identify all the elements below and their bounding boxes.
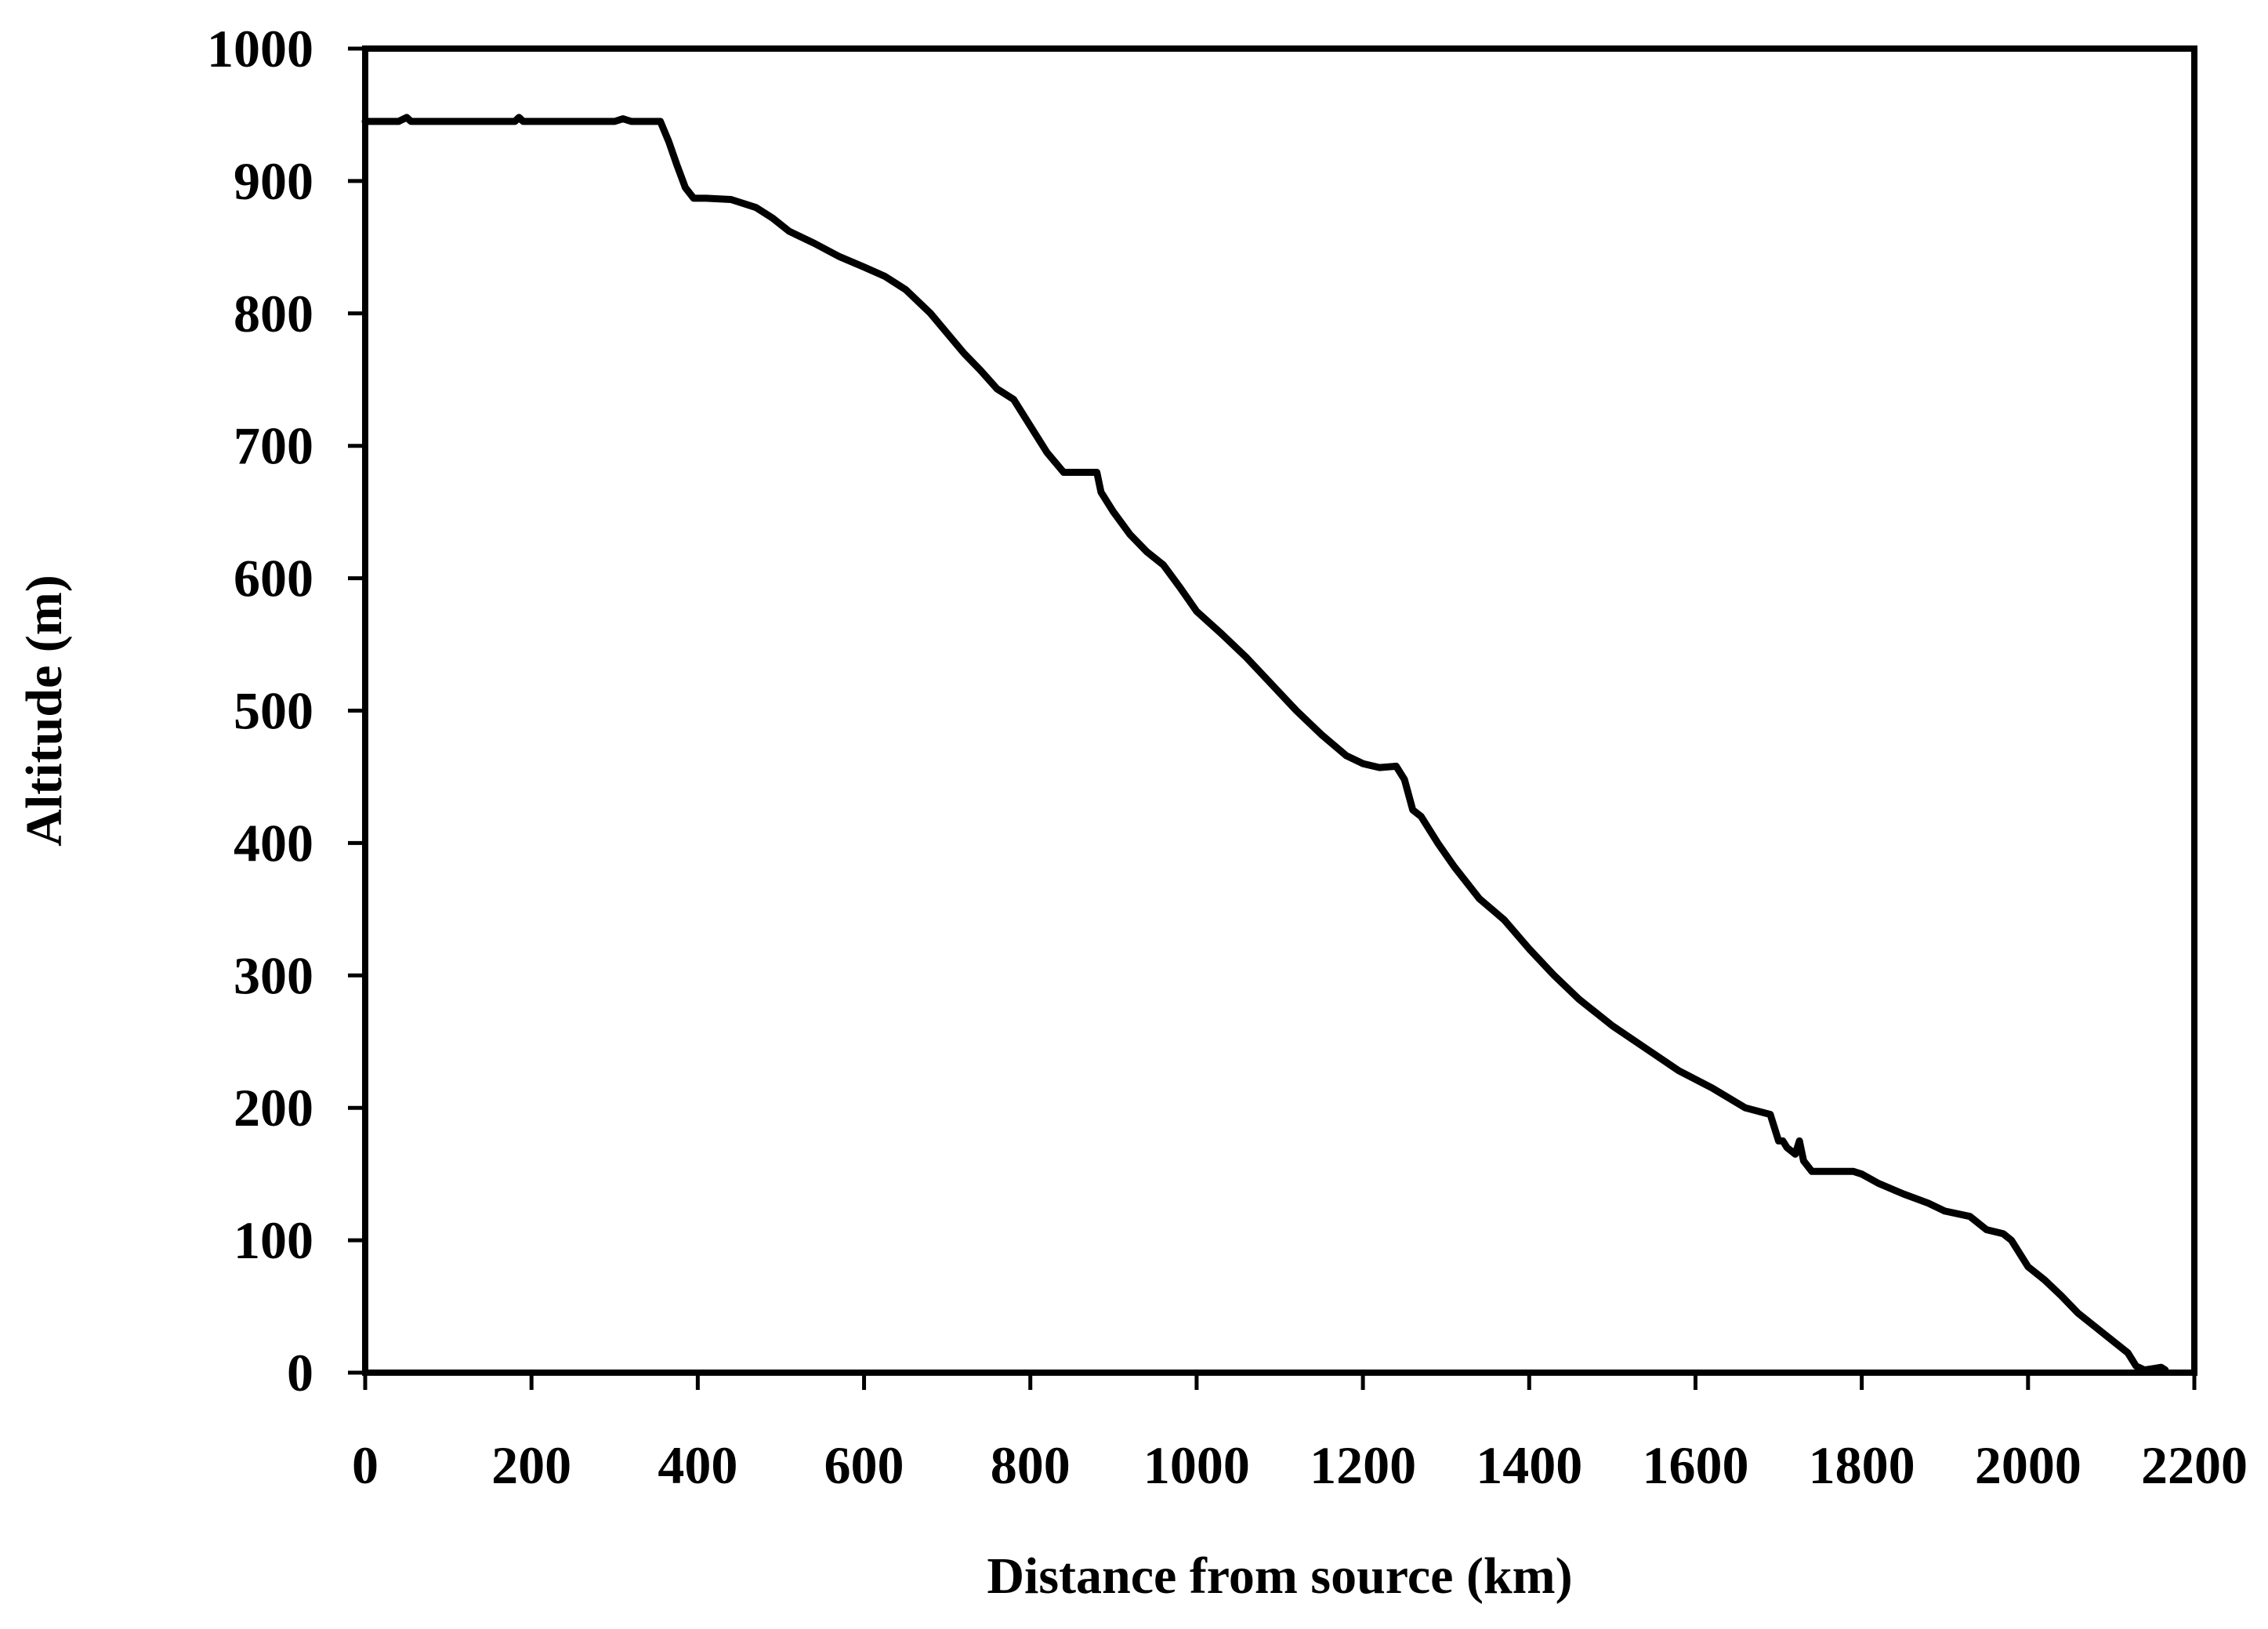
series-layer: [361, 114, 2169, 1374]
y-tick-label: 600: [234, 549, 313, 608]
plot-frame: [362, 45, 2197, 1376]
x-tick-label: 1200: [1310, 1435, 1416, 1495]
x-tick-label: 1400: [1476, 1435, 1582, 1495]
x-tick-label: 400: [658, 1435, 737, 1495]
y-tick-label: 700: [234, 416, 313, 476]
x-tick-label: 600: [824, 1435, 904, 1495]
x-tick-label: 2200: [2141, 1435, 2248, 1495]
x-tick-label: 1600: [1642, 1435, 1748, 1495]
y-tick-label: 800: [234, 284, 313, 343]
y-tick-label: 500: [234, 681, 313, 741]
y-tick-label: 1000: [207, 19, 313, 78]
y-tick-label: 900: [234, 151, 313, 211]
y-tick-label: 400: [234, 813, 313, 873]
axis-ticks-layer: [348, 46, 2197, 1390]
x-tick-label: 2000: [1975, 1435, 2081, 1495]
x-tick-label: 200: [491, 1435, 571, 1495]
y-tick-label: 300: [234, 945, 313, 1005]
x-tick-label: 800: [991, 1435, 1071, 1495]
x-tick-label: 1800: [1809, 1435, 1915, 1495]
y-tick-label: 100: [234, 1210, 313, 1270]
x-axis-title: Distance from source (km): [987, 1547, 1572, 1605]
x-tick-label: 1000: [1143, 1435, 1250, 1495]
tick-labels-layer: 0 200 400 600 800 1000 1200 1400 1600 1800 2000 220…: [207, 19, 2248, 1495]
altitude-series-line: [361, 114, 2169, 1374]
y-tick-label: 200: [234, 1078, 313, 1137]
y-axis-title: Altitude (m): [16, 575, 73, 846]
x-tick-label: 0: [352, 1435, 379, 1495]
y-tick-label: 0: [287, 1343, 313, 1402]
